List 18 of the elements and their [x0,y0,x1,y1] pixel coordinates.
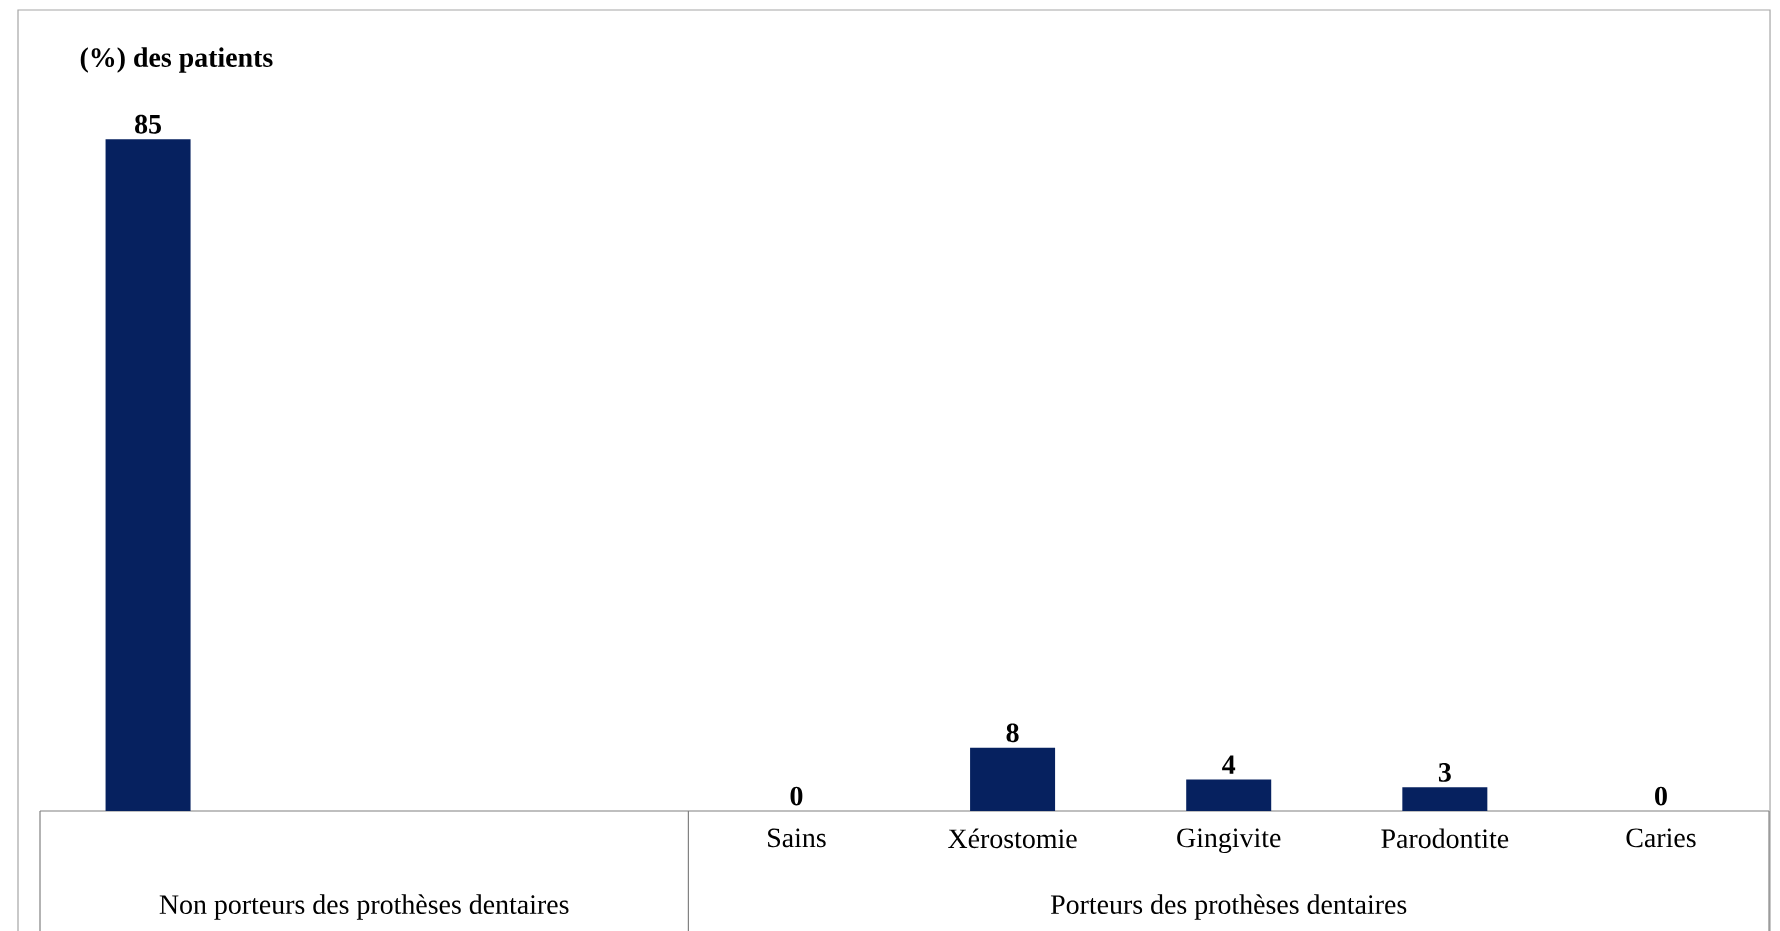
bar [1186,779,1272,811]
data-label: 4 [1222,755,1236,774]
bar [970,747,1056,811]
text: Porteurs des prothèses dentaires [1050,894,1407,920]
data-label: 3 [1438,763,1451,782]
text: Non porteurs des prothèses dentaires [159,894,569,920]
data-label: 0 [1655,786,1667,806]
data-label: 8 [1006,723,1019,743]
bar [105,139,191,811]
y-axis-title: (%) des patients [80,47,273,73]
x-tick-label: Parodontite [1381,828,1509,849]
x-tick-label: Sains [768,828,826,848]
data-label: 85 [135,114,161,134]
bar [1402,787,1488,811]
x-tick-label: Xérostomie [948,828,1077,849]
data-label: 0 [790,786,803,806]
x-tick-label: Caries [1626,828,1696,848]
x-tick-label: Gingivite [1177,828,1281,853]
